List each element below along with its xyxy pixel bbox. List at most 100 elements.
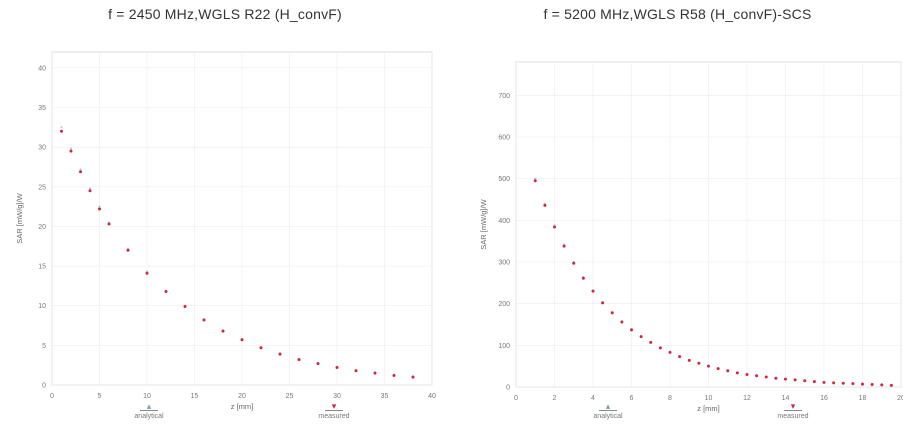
y-tick-label: 0	[42, 383, 46, 390]
data-point-measured	[851, 382, 855, 386]
chart-panel-left: f = 2450 MHz,WGLS R22 (H_convF) 0 5 10 15 20…	[0, 0, 450, 445]
legend-swatch-measured: ▾	[753, 402, 833, 411]
data-point-measured	[562, 244, 566, 248]
data-point-measured	[79, 170, 82, 174]
x-tick-label: 35	[381, 393, 389, 400]
x-tick-label: 5	[98, 393, 102, 400]
y-tick-label: 600	[498, 135, 510, 142]
data-point-analytical	[534, 177, 537, 180]
data-point-measured	[678, 355, 682, 359]
data-point-measured	[649, 340, 653, 344]
data-point-measured	[880, 383, 884, 387]
data-point-measured	[354, 369, 358, 373]
data-point-measured	[411, 375, 415, 379]
legend-label-analytical: analytical	[593, 413, 623, 420]
data-point-measured	[278, 352, 282, 356]
x-tick-label: 0	[514, 395, 518, 402]
data-point-measured	[335, 366, 339, 370]
data-point-measured	[107, 222, 111, 226]
data-point-measured	[126, 248, 130, 252]
y-axis-label: SAR [mW/g]/W	[479, 198, 488, 249]
x-tick-label: 15	[191, 393, 199, 400]
data-point-measured	[841, 381, 845, 385]
data-point-measured	[716, 367, 720, 371]
y-tick-label: 400	[498, 218, 510, 225]
data-point-measured	[164, 289, 168, 293]
data-point-measured	[639, 335, 643, 339]
data-point-measured	[630, 328, 633, 332]
data-point-measured	[793, 378, 797, 382]
data-point-measured	[145, 271, 149, 275]
legend-item-analytical: ▴ analytical	[109, 402, 189, 421]
data-point-measured	[764, 375, 768, 379]
data-point-measured	[240, 338, 244, 342]
x-tick-label: 0	[50, 393, 54, 400]
legend-swatch-analytical: ▴	[568, 402, 648, 411]
data-point-measured	[889, 383, 893, 387]
data-point-measured	[658, 346, 662, 350]
x-tick-label: 40	[428, 393, 436, 400]
y-tick-label: 35	[38, 105, 46, 112]
y-tick-label: 700	[498, 93, 510, 100]
data-point-measured	[610, 311, 614, 315]
data-point-analytical	[88, 187, 92, 190]
chart-title: f = 5200 MHz,WGLS R58 (H_convF)-SCS	[543, 6, 812, 22]
y-tick-label: 0	[506, 385, 510, 392]
data-point-measured	[543, 203, 547, 207]
data-point-measured	[707, 364, 710, 368]
data-point-measured	[202, 318, 206, 322]
y-tick-label: 500	[498, 176, 510, 183]
x-tick-label: 8	[668, 395, 672, 402]
x-tick-label: 20	[897, 395, 903, 402]
data-point-measured	[601, 301, 605, 305]
legend-item-analytical: ▴ analytical	[568, 402, 648, 421]
x-tick-label: 20	[238, 393, 246, 400]
legend-label-analytical: analytical	[134, 413, 164, 420]
data-point-measured	[98, 207, 101, 211]
data-point-measured	[755, 374, 759, 378]
data-point-measured	[697, 361, 701, 365]
data-point-measured	[803, 379, 807, 383]
data-point-measured	[69, 149, 73, 153]
y-tick-label: 5	[42, 343, 46, 350]
data-point-measured	[316, 362, 320, 366]
x-tick-label: 14	[782, 395, 790, 402]
data-point-measured	[620, 320, 624, 324]
x-axis-label: z [mm]	[231, 402, 254, 411]
chart-plot-right: 0 2 4 6 8 10 12 14 16 18 200100200300400500600700z…	[479, 61, 903, 413]
data-point-measured	[812, 380, 816, 384]
data-point-measured	[687, 358, 691, 362]
data-point-measured	[832, 381, 836, 385]
data-point-measured	[861, 382, 864, 386]
data-point-measured	[774, 376, 778, 380]
data-point-measured	[822, 380, 826, 384]
data-point-measured	[221, 329, 225, 333]
legend-item-measured: ▾ measured	[753, 402, 833, 421]
y-tick-label: 20	[38, 224, 46, 231]
data-point-measured	[572, 261, 576, 265]
x-tick-label: 10	[143, 393, 151, 400]
data-point-measured	[735, 371, 739, 375]
x-tick-label: 18	[859, 395, 867, 402]
chart-panel-right: f = 5200 MHz,WGLS R58 (H_convF)-SCS 0 2 4 6…	[452, 0, 903, 445]
x-axis-label: z [mm]	[697, 404, 720, 413]
y-tick-label: 15	[38, 264, 46, 271]
data-point-analytical	[98, 205, 101, 208]
legend-swatch-analytical: ▴	[109, 402, 189, 411]
legend-item-measured: ▾ measured	[294, 402, 374, 421]
data-point-measured	[297, 358, 301, 362]
y-axis-label: SAR [mW/g]/W	[15, 192, 24, 243]
y-tick-label: 30	[38, 145, 46, 152]
y-tick-label: 100	[498, 343, 510, 350]
data-point-measured	[392, 373, 396, 377]
chart-title: f = 2450 MHz,WGLS R22 (H_convF)	[108, 6, 342, 22]
y-tick-label: 40	[38, 65, 46, 72]
x-tick-label: 16	[820, 395, 828, 402]
y-tick-label: 200	[498, 301, 510, 308]
data-point-measured	[183, 305, 187, 309]
data-point-measured	[745, 373, 749, 376]
data-point-measured	[88, 189, 92, 193]
x-tick-label: 30	[333, 393, 341, 400]
data-point-analytical	[79, 168, 82, 171]
x-tick-label: 6	[630, 395, 634, 402]
